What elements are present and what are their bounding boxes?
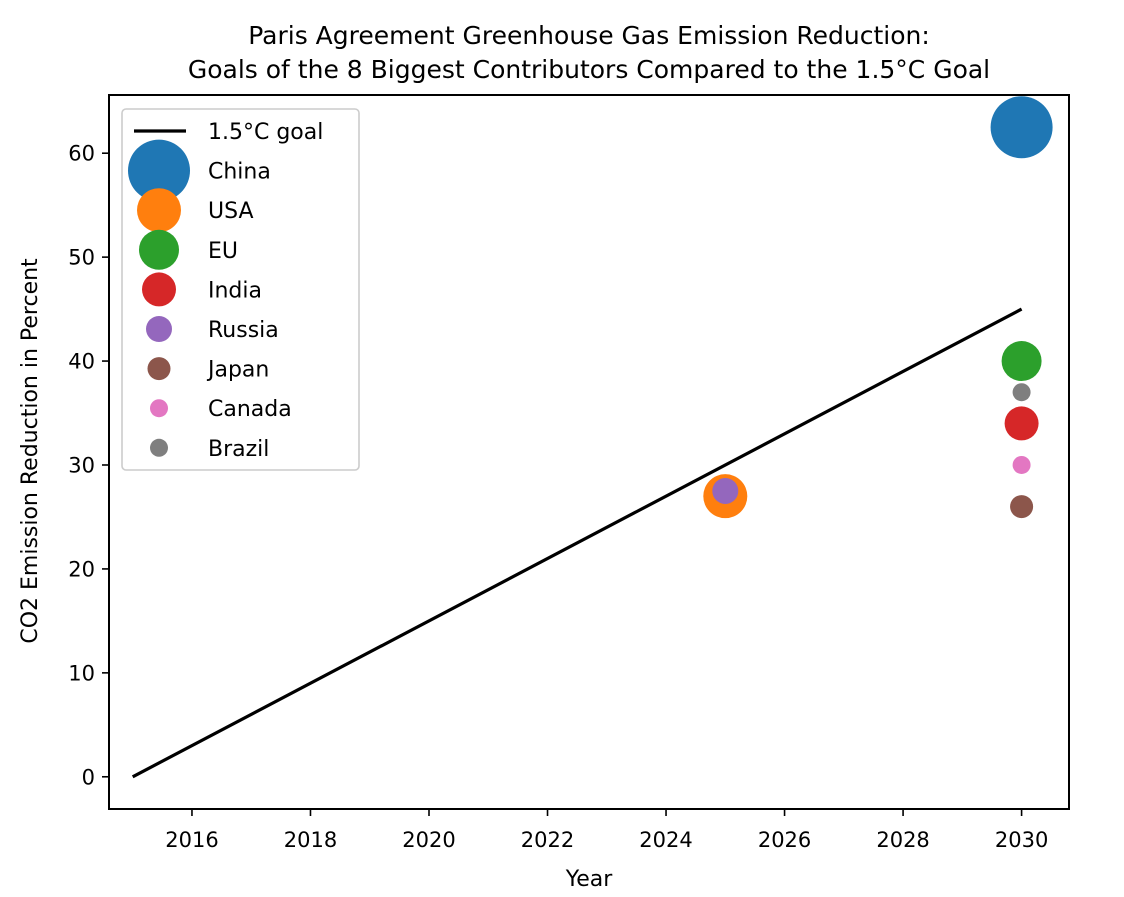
x-tick-label: 2018 xyxy=(284,828,337,852)
legend-label: Canada xyxy=(208,397,292,422)
chart-subtitle: Goals of the 8 Biggest Contributors Comp… xyxy=(188,55,990,84)
x-tick-label: 2020 xyxy=(402,828,455,852)
legend-marker-usa xyxy=(137,188,181,233)
x-tick-label: 2026 xyxy=(758,828,811,852)
y-tick-label: 50 xyxy=(68,246,95,270)
legend-label: Brazil xyxy=(208,437,269,462)
x-tick-label: 2022 xyxy=(521,828,574,852)
legend-label: USA xyxy=(208,199,254,224)
legend-marker-india xyxy=(142,272,176,307)
x-tick-label: 2030 xyxy=(995,828,1048,852)
legend-marker-japan xyxy=(147,357,171,381)
legend: 1.5°C goal China USA EU India Russia Japan Cana… xyxy=(121,108,360,471)
legend-label: Russia xyxy=(208,318,279,343)
axes-frame xyxy=(108,94,1070,810)
point-canada xyxy=(1012,455,1031,474)
y-axis-label: CO2 Emission Reduction in Percent xyxy=(18,258,43,644)
x-tick-label: 2028 xyxy=(876,828,929,852)
y-tick-label: 60 xyxy=(68,142,95,166)
legend-label: Japan xyxy=(206,358,269,383)
legend-label: India xyxy=(208,278,262,303)
legend-box xyxy=(121,108,360,471)
y-tick-label: 20 xyxy=(68,557,95,581)
legend-marker-canada xyxy=(150,399,168,418)
legend-marker-russia xyxy=(146,316,172,342)
point-japan xyxy=(1010,495,1034,519)
legend-label: EU xyxy=(208,239,238,264)
y-tick-label: 0 xyxy=(82,765,95,789)
y-tick-label: 10 xyxy=(68,661,95,685)
plot-area: 2016 2018 2020 2022 2024 2026 2028 203001020304… xyxy=(68,94,1070,852)
point-eu xyxy=(1001,341,1042,382)
point-india xyxy=(1004,406,1039,441)
point-china xyxy=(990,96,1053,159)
point-brazil xyxy=(1012,383,1031,402)
x-axis-label: Year xyxy=(565,867,614,892)
chart-title: Paris Agreement Greenhouse Gas Emission … xyxy=(248,21,930,50)
goal-line xyxy=(131,307,1023,779)
x-tick-label: 2016 xyxy=(165,828,218,852)
legend-label: China xyxy=(208,160,271,185)
x-tick-label: 2024 xyxy=(639,828,692,852)
y-tick-label: 30 xyxy=(68,453,95,477)
legend-marker-eu xyxy=(139,229,179,270)
legend-marker-brazil xyxy=(150,438,168,457)
legend-marker-china xyxy=(128,139,190,202)
legend-label: 1.5°C goal xyxy=(208,120,323,145)
point-russia xyxy=(712,477,739,504)
y-tick-label: 40 xyxy=(68,350,95,374)
